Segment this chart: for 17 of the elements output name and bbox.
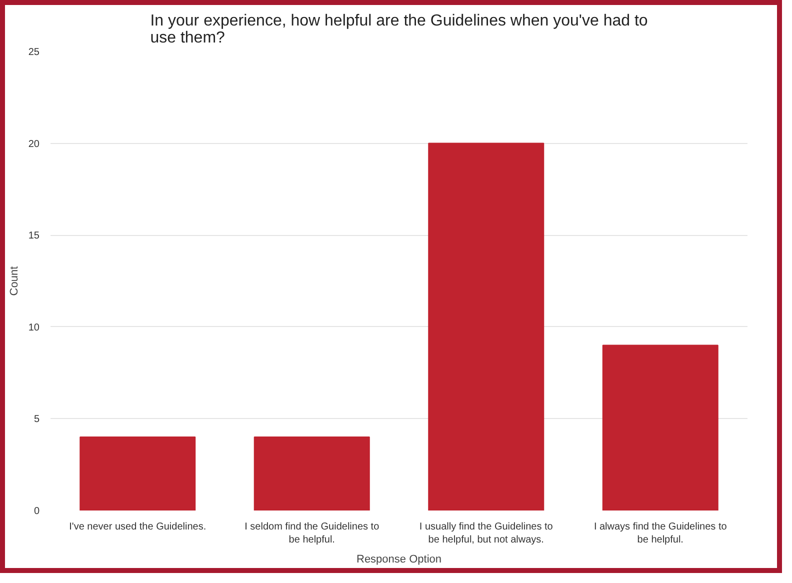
y-tick-label: 5 — [34, 414, 40, 426]
y-tick-label: 0 — [34, 506, 40, 517]
x-tick-label: I seldom find the Guidelines to be helpful. — [244, 522, 380, 546]
y-tick-label: 10 — [28, 322, 40, 334]
bar — [254, 436, 370, 510]
y-tick-label: 25 — [28, 47, 40, 58]
x-tick-label: I've never used the Guidelines. — [69, 522, 206, 532]
chart-title: In your experience, how helpful are the Guidelines when you've had to use them? — [150, 12, 648, 46]
bar — [602, 344, 718, 510]
x-tick-label: I usually find the Guidelines to be helpful, but not always. — [419, 522, 554, 546]
x-tick-label: I always find the Guidelines to be helpful. — [594, 522, 728, 546]
y-axis-title: Count — [8, 266, 20, 296]
y-tick-label: 20 — [28, 138, 40, 150]
bar — [428, 142, 544, 510]
x-axis-title: Response Option — [356, 554, 442, 566]
bar — [80, 436, 196, 510]
y-tick-label: 15 — [28, 230, 40, 242]
